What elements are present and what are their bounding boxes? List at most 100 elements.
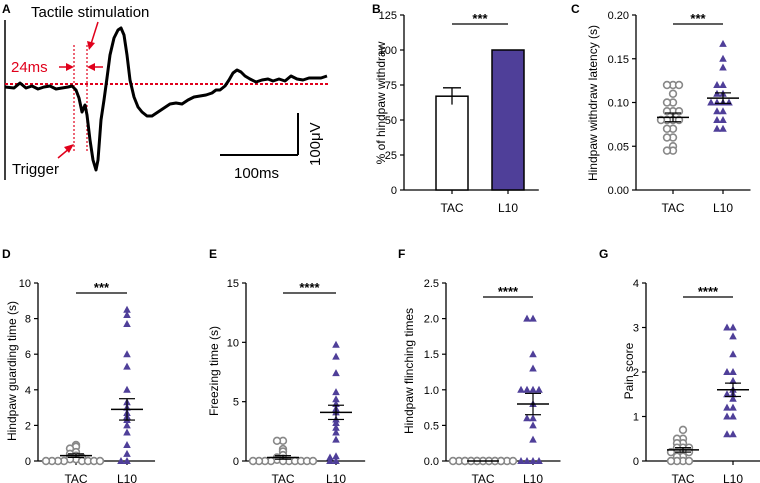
data-point-tac bbox=[95, 456, 105, 466]
significance-stars: **** bbox=[698, 284, 719, 299]
y-tick-label: 5 bbox=[233, 397, 239, 409]
data-point-l10 bbox=[523, 385, 531, 393]
data-point-tac bbox=[656, 115, 666, 125]
data-point-l10 bbox=[723, 412, 731, 420]
x-category-label: L10 bbox=[498, 201, 518, 215]
data-point-l10 bbox=[123, 457, 131, 464]
data-point-l10 bbox=[729, 430, 737, 438]
data-point-l10 bbox=[332, 388, 340, 396]
data-point-l10 bbox=[713, 116, 721, 123]
data-point-l10 bbox=[725, 98, 733, 106]
data-point-l10 bbox=[719, 81, 727, 88]
data-point-tac bbox=[662, 107, 672, 116]
y-tick-label: 10 bbox=[227, 337, 239, 349]
data-point-l10 bbox=[529, 457, 537, 464]
data-point-l10 bbox=[123, 305, 131, 313]
data-point-l10 bbox=[713, 98, 721, 106]
data-point-tac bbox=[684, 456, 694, 466]
y-tick-label: 3 bbox=[633, 323, 639, 335]
data-point-l10 bbox=[332, 423, 340, 431]
data-point-l10 bbox=[332, 369, 340, 377]
data-point-l10 bbox=[729, 368, 737, 375]
y-tick-label: 0.5 bbox=[424, 420, 439, 432]
x-category-label: TAC bbox=[671, 472, 694, 483]
y-tick-label: 0.15 bbox=[608, 54, 629, 66]
voltage-scalebar-label: 100μV bbox=[307, 122, 324, 166]
y-tick-label: 0.00 bbox=[608, 185, 629, 197]
significance-stars: **** bbox=[299, 280, 320, 295]
significance-stars: *** bbox=[94, 280, 110, 295]
data-point-l10 bbox=[123, 319, 131, 327]
data-point-tac bbox=[248, 456, 258, 466]
axis-e: 0 5 10 15 TAC L10 **** bbox=[227, 278, 366, 483]
x-category-label: L10 bbox=[723, 472, 743, 483]
data-point-tac bbox=[272, 436, 282, 446]
data-point-l10 bbox=[326, 457, 334, 464]
y-axis-label-e: Freezing time (s) bbox=[207, 326, 221, 416]
time-scalebar-label: 100ms bbox=[234, 165, 279, 182]
x-category-label: TAC bbox=[471, 472, 494, 483]
y-axis-label-b: % of hindpaw withdraw bbox=[374, 41, 388, 164]
panel-c: C Hindpaw withdraw latency (s) 0.000.050… bbox=[571, 2, 751, 215]
data-point-l10 bbox=[529, 314, 537, 322]
data-point-l10 bbox=[723, 403, 731, 411]
data-point-tac bbox=[666, 456, 676, 466]
data-point-tac bbox=[668, 89, 678, 98]
tactile-stimulation-arrowhead bbox=[87, 41, 95, 50]
data-point-tac bbox=[662, 124, 672, 133]
y-tick-label: 4 bbox=[25, 385, 31, 397]
data-point-l10 bbox=[332, 457, 340, 464]
evoked-potential-trace bbox=[4, 26, 328, 172]
data-point-l10 bbox=[529, 421, 537, 429]
data-point-tac bbox=[662, 80, 672, 90]
data-point-l10 bbox=[332, 428, 340, 436]
bar-tac bbox=[435, 95, 469, 191]
tactile-stimulation-arrow bbox=[90, 21, 99, 45]
data-point-l10 bbox=[529, 350, 537, 358]
data-point-tac bbox=[674, 107, 684, 116]
data-point-l10 bbox=[729, 350, 737, 358]
y-axis-label-f: Hindpaw flinching times bbox=[402, 308, 416, 434]
panel-g: G Pain score 0 1 2 3 4 TAC L10 **** bbox=[599, 247, 760, 483]
panel-e: E Freezing time (s) 0 5 10 15 TAC L10 **** bbox=[207, 247, 366, 483]
data-point-l10 bbox=[332, 419, 340, 427]
data-point-l10 bbox=[729, 403, 737, 411]
data-point-l10 bbox=[729, 332, 737, 340]
data-point-l10 bbox=[713, 124, 721, 132]
data-point-l10 bbox=[529, 364, 537, 372]
panel-letter-e: E bbox=[209, 247, 217, 261]
data-point-l10 bbox=[517, 457, 525, 464]
data-point-l10 bbox=[719, 124, 727, 132]
y-tick-label: 6 bbox=[25, 349, 31, 361]
panel-f: F Hindpaw flinching times 0.0 0.5 1.0 1.5 2.… bbox=[398, 247, 561, 483]
y-tick-label: 2.0 bbox=[424, 314, 439, 326]
data-point-l10 bbox=[719, 116, 727, 123]
y-tick-label: 1.0 bbox=[424, 385, 439, 397]
y-tick-label: 4 bbox=[633, 278, 639, 290]
x-category-label: TAC bbox=[271, 472, 294, 483]
y-tick-label: 100 bbox=[379, 45, 397, 57]
data-point-l10 bbox=[723, 430, 731, 438]
panel-letter-g: G bbox=[599, 247, 608, 261]
x-category-label: L10 bbox=[713, 201, 733, 215]
panel-a: A Tactile stimulation 24ms Trigger 100ms… bbox=[2, 2, 328, 182]
data-point-l10 bbox=[707, 98, 715, 106]
data-point-l10 bbox=[529, 414, 537, 422]
y-tick-label: 0.20 bbox=[608, 10, 629, 22]
data-point-l10 bbox=[523, 314, 531, 322]
panel-b: B % of hindpaw withdraw 0 25 50 75 100 125 TAC… bbox=[372, 2, 539, 215]
annotation-trigger: Trigger bbox=[12, 161, 59, 178]
data-point-tac bbox=[308, 456, 318, 466]
data-point-l10 bbox=[123, 311, 131, 319]
x-category-label: TAC bbox=[661, 201, 684, 215]
data-point-l10 bbox=[723, 390, 731, 398]
panel-letter-f: F bbox=[398, 247, 405, 261]
data-point-l10 bbox=[713, 107, 721, 115]
data-point-l10 bbox=[517, 385, 525, 393]
x-category-label: TAC bbox=[64, 472, 87, 483]
x-category-label: L10 bbox=[117, 472, 137, 483]
data-point-tac bbox=[448, 456, 458, 466]
y-tick-label: 50 bbox=[385, 115, 397, 127]
axis-c: 0.00 0.05 0.10 0.15 0.20 TAC L10 *** bbox=[608, 10, 751, 215]
data-point-l10 bbox=[529, 435, 537, 443]
